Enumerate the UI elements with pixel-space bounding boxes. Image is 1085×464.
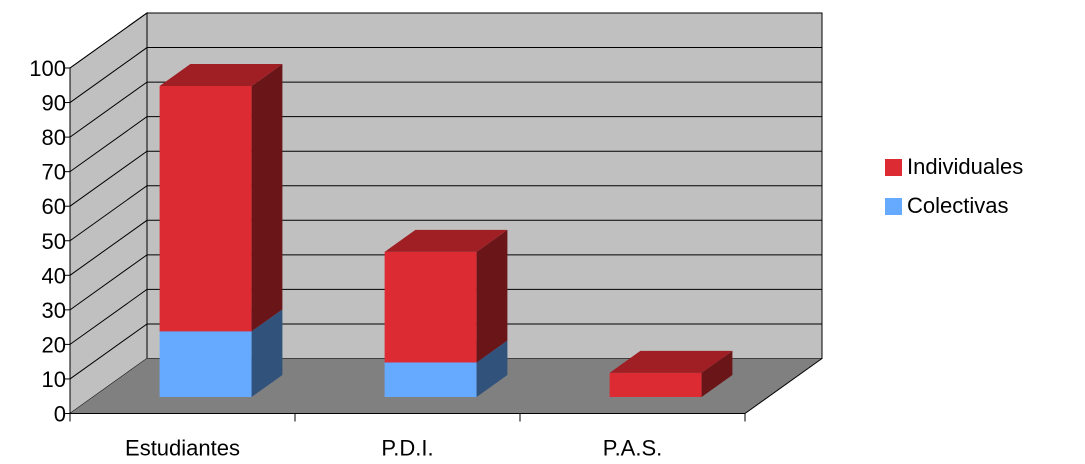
x-tick-label: P.A.S. [603,436,663,461]
y-tick-label: 90 [42,91,66,116]
gridline [69,254,822,311]
x-tick-label: Estudiantes [125,436,240,461]
bar-front [384,251,477,363]
y-tick-label: 80 [42,125,66,150]
y-tick-label: 60 [42,194,66,219]
y-tick-label: 40 [42,263,66,288]
bar-side [476,229,508,363]
gridline [69,81,822,138]
bar-front [159,86,252,332]
bar-side [251,64,283,332]
y-tick-label: 0 [54,402,66,427]
bar-segment [609,350,733,397]
y-tick-label: 50 [42,229,66,254]
gridline [69,185,822,242]
gridline [69,219,822,276]
gridlines [69,12,822,380]
bar-side [701,350,733,397]
gridline [69,150,822,207]
gridline [69,12,822,69]
x-axis-category-labels: Estudiantes P.D.I. P.A.S. [125,436,662,461]
legend-swatch-individuales [885,158,902,176]
legend: Individuales Colectivas [885,152,1023,230]
bar-front [159,331,252,397]
gridline [69,47,822,103]
axes [64,67,823,422]
legend-item-colectivas: Colectivas [885,191,1023,221]
bar-side [476,340,508,397]
x-tick-label: P.D.I. [381,436,433,461]
y-tick-label: 70 [42,160,66,185]
y-tick-label: 30 [42,298,66,323]
bar-top [384,229,508,252]
bar-top [609,350,733,373]
bars [159,64,733,397]
bar-front [384,362,477,397]
legend-label-individuales: Individuales [907,154,1024,179]
gridline [69,116,822,173]
y-tick-label: 20 [42,332,66,357]
gridline [69,288,822,345]
legend-swatch-colectivas [885,197,902,215]
y-tick-label: 100 [29,56,66,81]
legend-label-colectivas: Colectivas [907,193,1009,218]
gridline [69,323,822,380]
bar-front [609,372,702,397]
bar-segment [384,229,508,363]
bar-segment [159,64,283,332]
y-tick-label: 10 [42,367,66,392]
y-axis-tick-labels: 0 10 20 30 40 50 60 70 80 90 100 [29,56,66,427]
floor-right-edge [744,358,823,414]
bar-side [251,309,283,397]
bar-top [159,64,283,87]
legend-item-individuales: Individuales [885,152,1023,182]
